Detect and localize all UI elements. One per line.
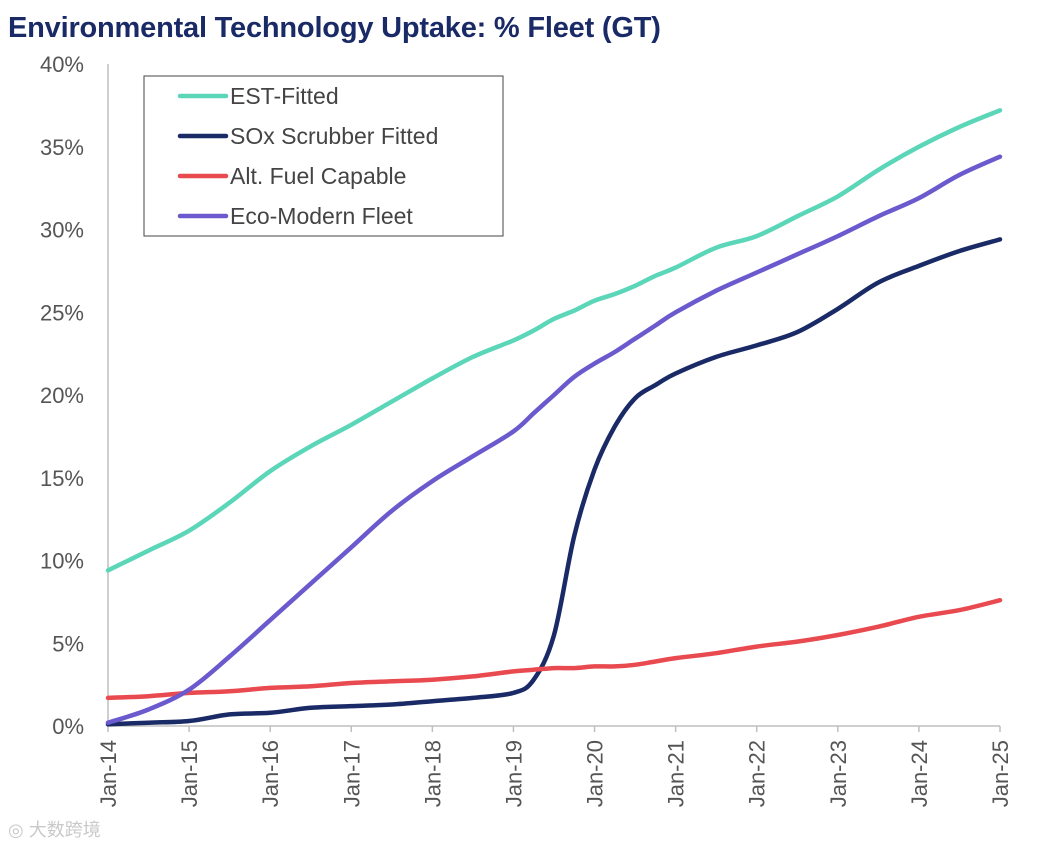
watermark: ◎ 大数跨境	[8, 816, 101, 842]
series-line-est-fitted	[105, 108, 1003, 573]
chart-title: Environmental Technology Uptake: % Fleet…	[8, 12, 661, 44]
y-tick-label: 0%	[52, 714, 84, 739]
x-tick-label: Jan-19	[501, 740, 526, 807]
legend-label: SOx Scrubber Fitted	[230, 123, 438, 149]
x-tick-label: Jan-24	[907, 740, 932, 807]
y-tick-label: 10%	[40, 549, 84, 574]
y-tick-label: 20%	[40, 383, 84, 408]
y-tick-label: 40%	[40, 52, 84, 77]
watermark-text: 大数跨境	[28, 820, 101, 840]
watermark-logo-icon: ◎	[8, 820, 24, 840]
x-tick-label: Jan-25	[988, 740, 1013, 807]
y-tick-label: 35%	[40, 135, 84, 160]
y-tick-label: 15%	[40, 466, 84, 491]
legend-label: Alt. Fuel Capable	[230, 163, 406, 189]
x-tick-label: Jan-17	[339, 740, 364, 807]
x-tick-label: Jan-18	[420, 740, 445, 807]
series-line-eco-modern-fleet	[105, 154, 1003, 725]
x-tick-label: Jan-16	[258, 740, 283, 807]
legend-label: EST-Fitted	[230, 83, 339, 109]
series-lines	[105, 108, 1003, 727]
x-tick-label: Jan-21	[664, 740, 689, 807]
legend-box	[143, 75, 504, 237]
series-line-sox-scrubber-fitted	[105, 237, 1003, 727]
y-tick-label: 30%	[40, 218, 84, 243]
x-tick-label: Jan-14	[96, 740, 121, 807]
legend: EST-Fitted SOx Scrubber Fitted Alt. Fuel C…	[143, 75, 504, 237]
tick-labels: 0% 5% 10% 15% 20% 25% 30% 35% 40% Jan-14 Jan-15 Jan…	[40, 52, 1013, 807]
x-tick-label: Jan-22	[745, 740, 770, 807]
legend-label: Eco-Modern Fleet	[230, 203, 413, 229]
series-line-alt-fuel-capable	[105, 597, 1003, 701]
x-tick-label: Jan-15	[177, 740, 202, 807]
y-tick-label: 5%	[52, 631, 84, 656]
x-tick-label: Jan-20	[583, 740, 608, 807]
axes	[107, 64, 1000, 727]
x-tick-label: Jan-23	[826, 740, 851, 807]
y-tick-label: 25%	[40, 300, 84, 325]
